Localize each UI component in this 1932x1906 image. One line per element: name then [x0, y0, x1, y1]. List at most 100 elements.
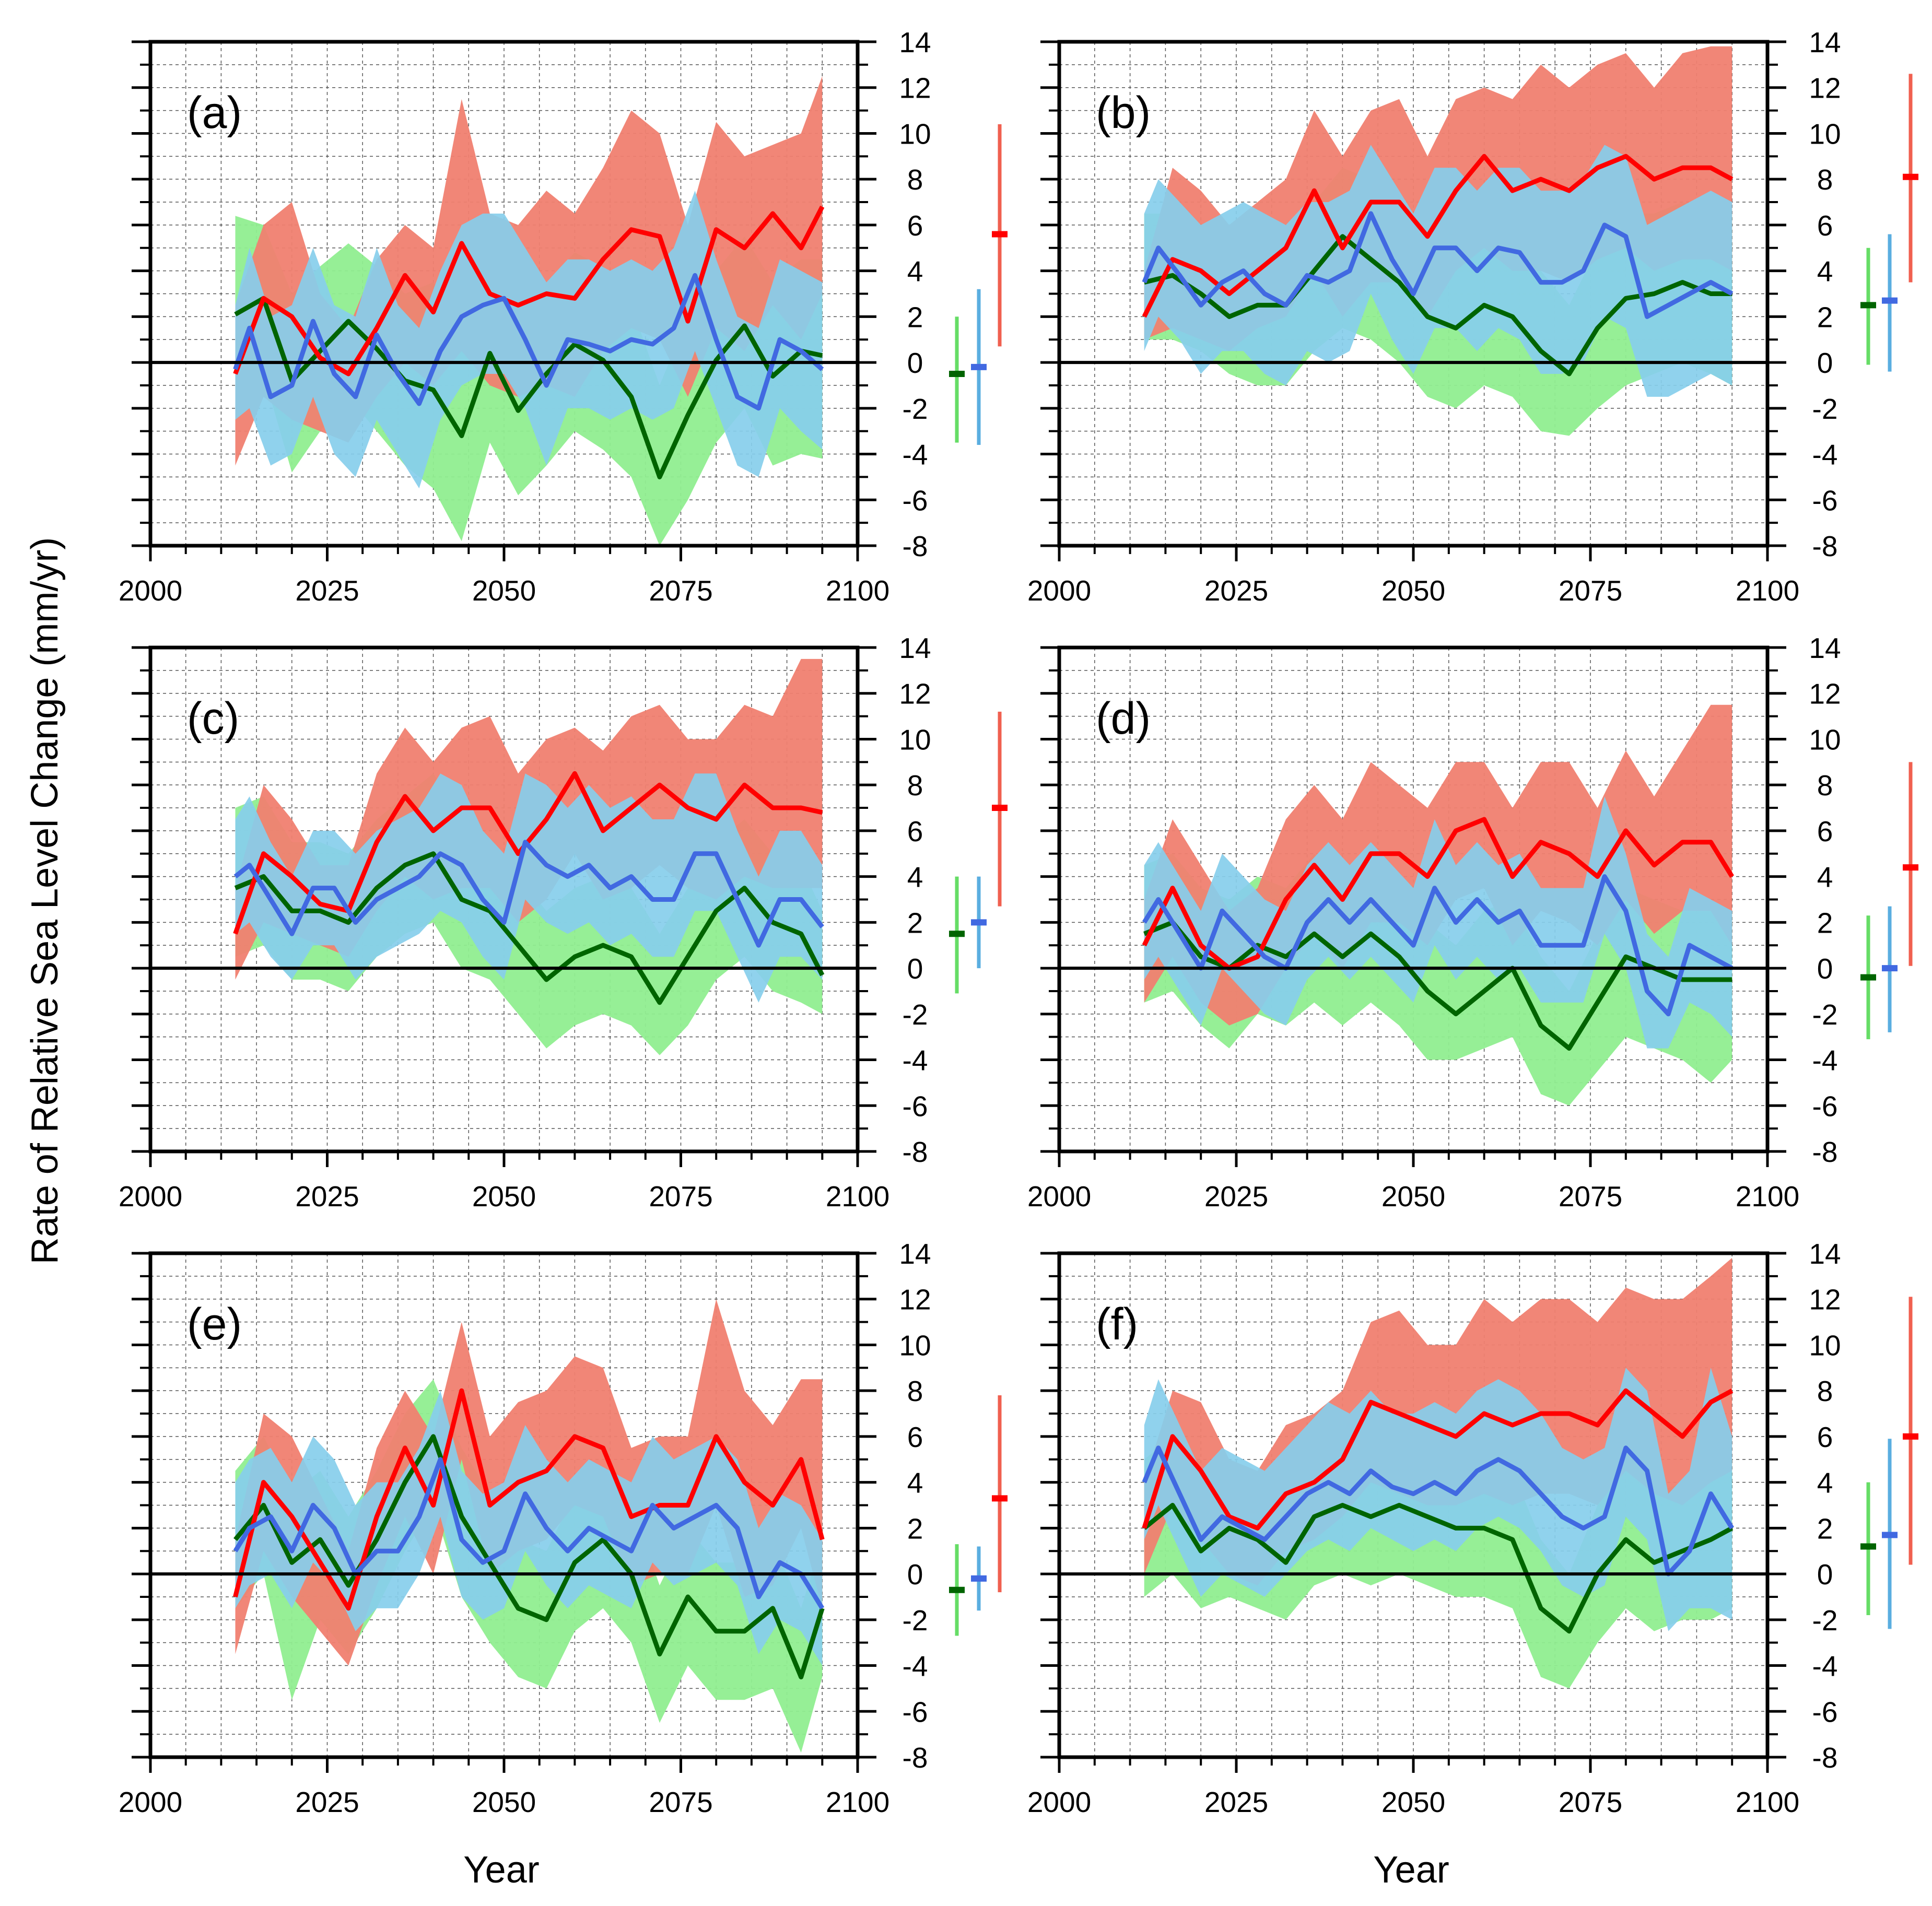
y-tick-label: -2: [903, 393, 928, 425]
panel-b: 14 12 10 8 6 4 2 0 -2 -4 -6 -8 2000 2025 2050 2075 2100 (…: [1027, 26, 1918, 607]
blue-series-line: [233, 1457, 825, 1610]
x-tick-label: 2075: [649, 1786, 712, 1818]
x-tick-label: 2100: [1736, 1180, 1799, 1213]
y-tick-label: 10: [899, 117, 931, 150]
y-tick-label: 2: [1817, 1512, 1833, 1545]
y-tick-label: -4: [903, 439, 928, 471]
y-tick-label: -4: [903, 1044, 928, 1077]
panel-a: 14 12 10 8 6 4 2 0 -2 -4 -6 -8 2000 2025 2050 2075 2100 (…: [119, 26, 1008, 607]
blue-series-line: [233, 840, 824, 948]
y-tick-label: 12: [1809, 678, 1841, 710]
blue-envelope: [235, 191, 823, 489]
x-tick-label: 2050: [1381, 574, 1445, 607]
green-series-line: [234, 851, 825, 1005]
x-tick-label: 2050: [1381, 1180, 1445, 1213]
x-tick-label: 2075: [1559, 1786, 1622, 1818]
x-tick-label: 2100: [826, 1180, 889, 1213]
y-tick-label: 2: [907, 1512, 923, 1545]
y-tick-label: -2: [1812, 393, 1838, 425]
x-tick-label: 2025: [295, 574, 359, 607]
y-tick-label: 0: [1817, 1558, 1833, 1591]
blue-envelope: [1144, 796, 1732, 1049]
blue-envelope: [235, 1391, 823, 1666]
y-tick-label: 6: [907, 815, 923, 848]
panel-d: 14 12 10 8 6 4 2 0 -2 -4 -6 -8 2000 2025 2050 2075 2100 (…: [1027, 632, 1918, 1213]
panel-label: (b): [1096, 88, 1151, 138]
y-tick-label: 2: [1817, 907, 1833, 939]
blue-series-line: [1142, 874, 1734, 1017]
panel-e: 14 12 10 8 6 4 2 0 -2 -4 -6 -8 2000 2025 2050 2075 2100 (…: [119, 1238, 1008, 1818]
panel-c: 14 12 10 8 6 4 2 0 -2 -4 -6 -8 2000 2025 2050 2075 2100 (…: [119, 632, 1008, 1213]
x-tick-label: 2025: [295, 1786, 359, 1818]
red-series-line: [1142, 1388, 1734, 1531]
y-tick-label: 12: [899, 678, 931, 710]
x-tick-label: 2025: [1204, 1180, 1268, 1213]
red-series-line: [1142, 817, 1735, 971]
red-series-line: [1142, 154, 1734, 318]
y-tick-label: 14: [899, 1238, 931, 1270]
y-tick-label: -8: [903, 530, 928, 562]
x-tick-label: 2000: [1027, 1180, 1091, 1213]
x-tick-label: 2075: [649, 574, 712, 607]
y-tick-label: 8: [1817, 769, 1833, 802]
y-tick-label: 10: [899, 723, 931, 756]
blue-series-line: [1142, 1445, 1735, 1576]
y-tick-label: 10: [1809, 117, 1841, 150]
x-tick-label: 2000: [1027, 574, 1091, 607]
y-tick-label: -6: [903, 484, 928, 516]
y-tick-label: 0: [1817, 347, 1833, 379]
panel-label: (f): [1096, 1299, 1138, 1349]
panel-label: (c): [187, 693, 239, 744]
y-tick-label: 0: [907, 347, 923, 379]
x-tick-label: 2000: [1027, 1786, 1091, 1818]
y-tick-label: 10: [1809, 723, 1841, 756]
x-tick-label: 2000: [119, 574, 182, 607]
x-tick-label: 2000: [119, 1180, 182, 1213]
y-tick-label: -4: [1812, 439, 1838, 471]
y-tick-label: -2: [1812, 998, 1838, 1031]
x-tick-label: 2025: [1204, 1786, 1268, 1818]
y-tick-label: -8: [1812, 1136, 1838, 1168]
x-tick-label: 2000: [119, 1786, 182, 1818]
panel-label: (e): [187, 1299, 242, 1349]
y-tick-label: 8: [907, 163, 923, 196]
y-tick-label: 12: [1809, 72, 1841, 104]
y-tick-label: 14: [1809, 632, 1841, 664]
y-tick-label: 6: [907, 209, 923, 242]
x-tick-label: 2050: [472, 1786, 536, 1818]
y-tick-label: -6: [903, 1696, 928, 1728]
y-tick-label: 8: [907, 769, 923, 802]
y-tick-label: 8: [1817, 163, 1833, 196]
y-tick-label: -2: [903, 1604, 928, 1637]
y-tick-label: -6: [1812, 484, 1838, 516]
y-tick-label: 4: [1817, 1467, 1833, 1499]
y-tick-label: 10: [899, 1329, 931, 1361]
x-tick-label: 2050: [472, 1180, 536, 1213]
y-tick-label: 2: [907, 907, 923, 939]
y-tick-label: 8: [907, 1375, 923, 1407]
red-series-line: [233, 205, 825, 377]
y-tick-label: 4: [907, 861, 923, 893]
red-series-line: [233, 771, 823, 935]
y-tick-label: -8: [1812, 530, 1838, 562]
y-tick-label: 4: [907, 1467, 923, 1499]
x-axis-label-left: Year: [463, 1849, 539, 1891]
y-tick-label: 12: [1809, 1284, 1841, 1316]
blue-envelope: [1144, 145, 1732, 397]
y-tick-label: -6: [1812, 1696, 1838, 1728]
x-tick-label: 2100: [1736, 1786, 1799, 1818]
x-tick-label: 2100: [826, 1786, 889, 1818]
y-tick-label: -4: [1812, 1650, 1838, 1683]
y-tick-label: -4: [903, 1650, 928, 1683]
y-tick-label: 6: [907, 1421, 923, 1453]
y-tick-label: 14: [899, 632, 931, 664]
x-tick-label: 2075: [1559, 574, 1622, 607]
y-tick-label: 4: [907, 255, 923, 288]
y-tick-label: 12: [899, 1284, 931, 1316]
y-tick-label: 2: [907, 301, 923, 333]
panel-label: (d): [1096, 693, 1151, 744]
y-tick-label: 6: [1817, 1421, 1833, 1453]
y-tick-label: 14: [1809, 1238, 1841, 1270]
y-tick-label: 0: [907, 952, 923, 985]
y-tick-label: -2: [1812, 1604, 1838, 1637]
